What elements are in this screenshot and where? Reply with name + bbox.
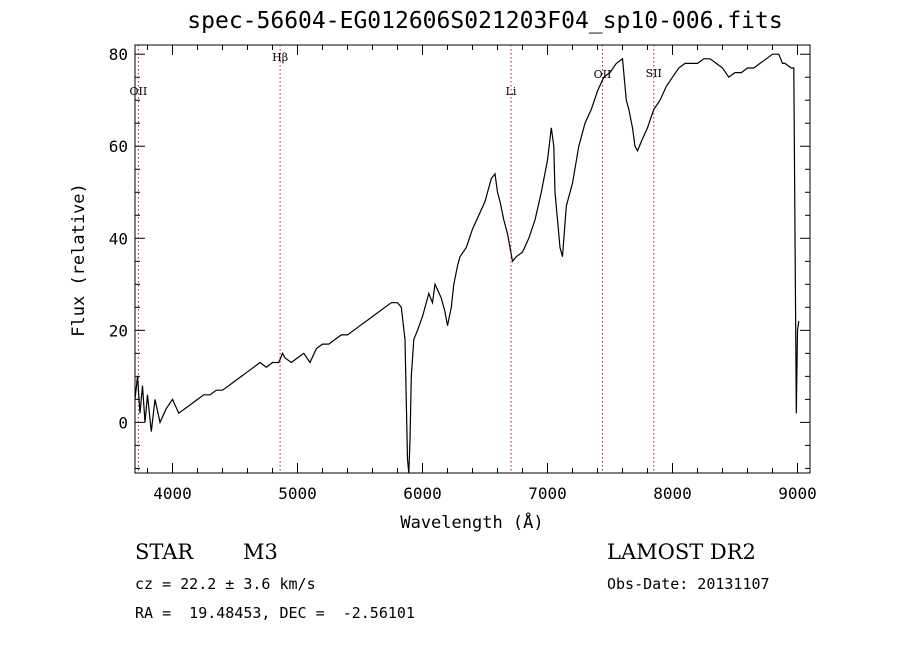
x-axis: 4000 5000 6000 7000 8000 9000 — [147, 45, 817, 503]
y-axis-label: Flux (relative) — [69, 183, 89, 337]
chart-title: spec-56604-EG012606S021203F04_sp10-006.f… — [187, 8, 783, 34]
y-tick-label: 40 — [109, 229, 128, 248]
x-tick-label: 8000 — [653, 484, 692, 503]
x-tick-label: 9000 — [778, 484, 817, 503]
x-tick-label: 6000 — [403, 484, 442, 503]
y-tick-label: 20 — [109, 321, 128, 340]
y-tick-label: 80 — [109, 45, 128, 64]
line-marker-label: OII — [130, 85, 148, 98]
y-tick-label: 0 — [118, 413, 128, 432]
line-marker-label: Hβ — [272, 51, 288, 64]
line-marker-label: Li — [506, 85, 517, 98]
observation-date: Obs-Date: 20131107 — [607, 575, 770, 593]
object-class: STAR — [135, 540, 194, 564]
x-tick-label: 5000 — [278, 484, 317, 503]
x-tick-label: 7000 — [528, 484, 567, 503]
line-marker-label: SII — [646, 67, 662, 80]
line-markers: OII Hβ Li OII SII — [130, 45, 662, 473]
line-marker-label: OII — [594, 68, 612, 81]
x-axis-label: Wavelength (Å) — [400, 511, 543, 533]
plot-frame — [134, 44, 811, 474]
object-subclass: M3 — [243, 540, 278, 564]
spectrum-line — [134, 53, 800, 474]
y-axis: 0 20 40 60 80 — [109, 45, 810, 469]
survey-name: LAMOST DR2 — [607, 540, 756, 564]
redshift-cz: cz = 22.2 ± 3.6 km/s — [135, 575, 316, 593]
sky-coordinates: RA = 19.48453, DEC = -2.56101 — [135, 604, 415, 622]
spectrum-series — [134, 53, 800, 474]
y-tick-label: 60 — [109, 137, 128, 156]
x-tick-label: 4000 — [153, 484, 192, 503]
